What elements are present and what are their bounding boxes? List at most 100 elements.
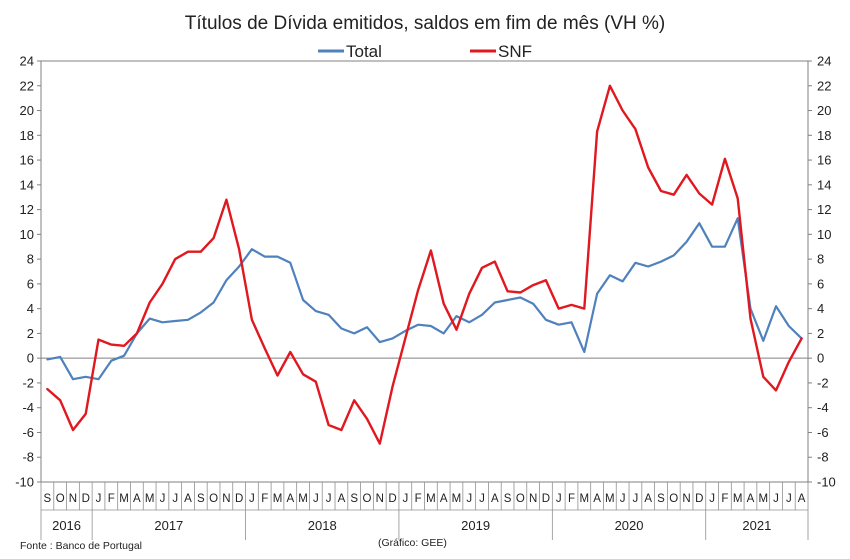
y-tick-label-left: 4: [27, 301, 34, 316]
month-label: J: [786, 493, 792, 505]
y-tick-label-left: 14: [20, 177, 34, 192]
legend: Total SNF: [318, 42, 532, 61]
chart-title: Títulos de Dívida emitidos, saldos em fi…: [185, 13, 665, 34]
month-label: S: [504, 493, 512, 505]
y-tick-label-right: 18: [817, 128, 831, 143]
y-tick-label-right: 8: [817, 252, 824, 267]
month-label: D: [82, 493, 90, 505]
y-tick-label-right: 6: [817, 276, 824, 291]
y-tick-label-left: 6: [27, 276, 34, 291]
month-label: S: [657, 493, 665, 505]
month-label: F: [108, 493, 115, 505]
month-label: A: [491, 493, 499, 505]
month-label: O: [56, 493, 65, 505]
y-tick-label-right: 2: [817, 326, 824, 341]
y-tick-label-right: -10: [817, 475, 836, 490]
y-tick-label-right: 14: [817, 177, 831, 192]
month-label: J: [313, 493, 319, 505]
month-label: S: [197, 493, 205, 505]
y-tick-label-left: 22: [20, 78, 34, 93]
month-label: A: [133, 493, 141, 505]
y-tick-label-right: 22: [817, 78, 831, 93]
month-label: J: [249, 493, 255, 505]
month-label: J: [160, 493, 166, 505]
source-note: Fonte : Banco de Portugal: [20, 540, 142, 552]
month-label: F: [415, 493, 422, 505]
month-label: A: [593, 493, 601, 505]
month-label: M: [733, 493, 743, 505]
y-tick-label-right: 4: [817, 301, 824, 316]
y-tick-label-left: 16: [20, 153, 34, 168]
y-tick-label-left: -6: [22, 425, 34, 440]
y-tick-label-right: 0: [817, 351, 824, 366]
month-label: O: [669, 493, 678, 505]
month-label: M: [452, 493, 462, 505]
month-label: J: [479, 493, 485, 505]
month-label: N: [376, 493, 384, 505]
month-label: J: [96, 493, 102, 505]
y-tick-label-left: -4: [22, 400, 34, 415]
month-label: F: [568, 493, 575, 505]
month-label: F: [261, 493, 268, 505]
series-line-total: [46, 217, 803, 381]
month-label: D: [695, 493, 703, 505]
month-label: M: [579, 493, 589, 505]
y-tick-label-left: -2: [22, 375, 34, 390]
y-tick-label-right: 10: [817, 227, 831, 242]
y-tick-label-left: -8: [22, 450, 34, 465]
month-label: O: [516, 493, 525, 505]
y-tick-label-left: -10: [15, 475, 34, 490]
y-tick-label-right: -6: [817, 425, 829, 440]
month-label: A: [338, 493, 346, 505]
y-tick-label-left: 2: [27, 326, 34, 341]
year-label: 2016: [52, 518, 81, 533]
month-label: A: [798, 493, 806, 505]
year-label: 2021: [742, 518, 771, 533]
month-label: J: [402, 493, 408, 505]
year-label: 2017: [154, 518, 183, 533]
y-tick-label-right: -4: [817, 400, 829, 415]
month-label: A: [440, 493, 448, 505]
y-tick-label-left: 18: [20, 128, 34, 143]
month-label: J: [556, 493, 562, 505]
y-tick-label-left: 0: [27, 351, 34, 366]
month-label: A: [747, 493, 755, 505]
y-tick-label-right: 20: [817, 103, 831, 118]
y-tick-label-right: 12: [817, 202, 831, 217]
month-label: M: [758, 493, 768, 505]
y-tick-label-right: 24: [817, 54, 831, 69]
month-label: A: [644, 493, 652, 505]
month-label: S: [350, 493, 358, 505]
month-label: J: [773, 493, 779, 505]
year-label: 2020: [615, 518, 644, 533]
y-tick-label-left: 10: [20, 227, 34, 242]
legend-label-snf: SNF: [498, 42, 532, 61]
series-line-snf: [46, 84, 803, 445]
month-label: D: [235, 493, 243, 505]
y-tick-label-right: -8: [817, 450, 829, 465]
month-label: F: [721, 493, 728, 505]
series-layer: [46, 84, 803, 445]
y-tick-label-left: 8: [27, 252, 34, 267]
year-label: 2018: [308, 518, 337, 533]
month-label: M: [605, 493, 615, 505]
month-label: J: [709, 493, 715, 505]
month-label: N: [682, 493, 690, 505]
month-label: J: [466, 493, 472, 505]
y-tick-label-left: 20: [20, 103, 34, 118]
month-label: J: [620, 493, 626, 505]
month-label: S: [44, 493, 52, 505]
month-label: M: [298, 493, 308, 505]
month-label: N: [69, 493, 77, 505]
month-label: M: [273, 493, 283, 505]
month-label: J: [633, 493, 639, 505]
y-tick-label-right: 16: [817, 153, 831, 168]
month-label: N: [529, 493, 537, 505]
month-label: J: [172, 493, 178, 505]
month-label: O: [362, 493, 371, 505]
year-label: 2019: [461, 518, 490, 533]
y-tick-label-left: 24: [20, 54, 34, 69]
month-label: M: [426, 493, 436, 505]
